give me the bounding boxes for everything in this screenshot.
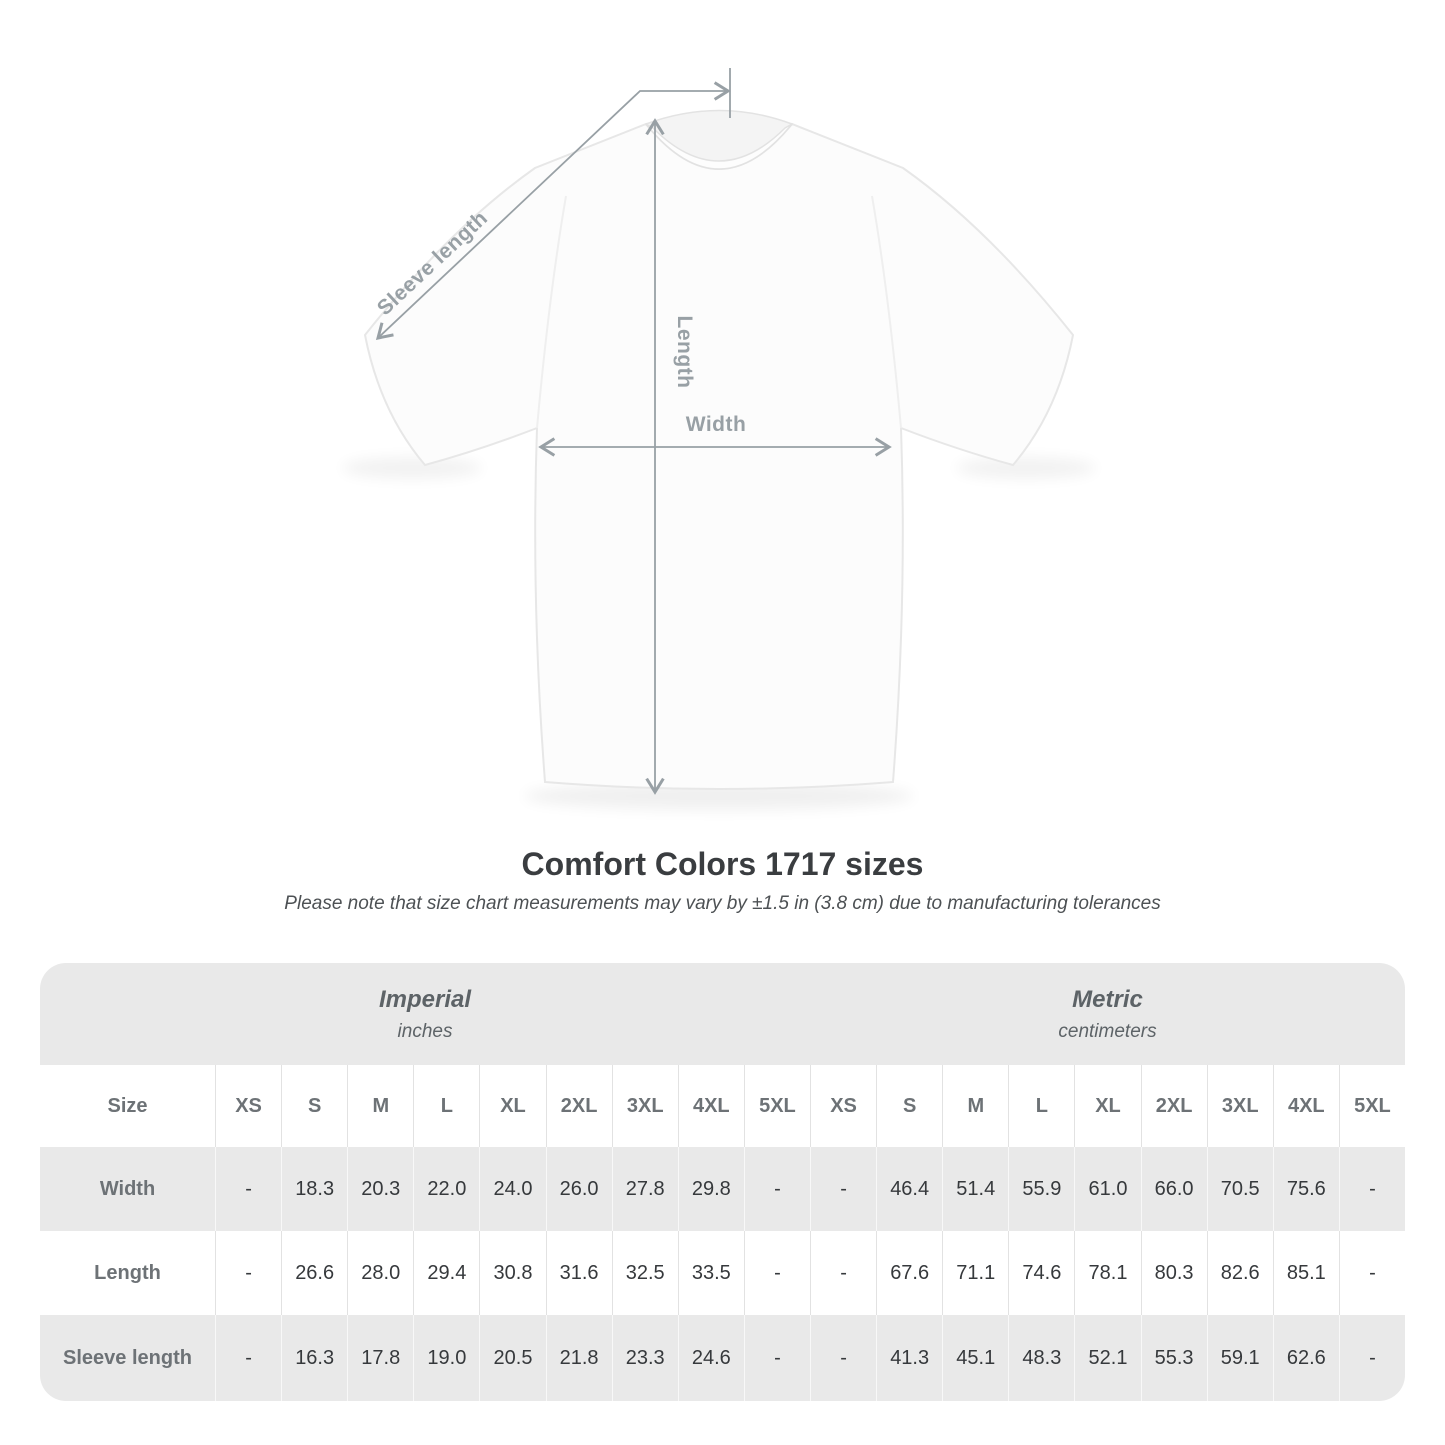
size-header-cell: XL — [479, 1065, 546, 1147]
sleeve-length-arrow — [375, 81, 731, 340]
unit-group-imperial: Imperial inches — [40, 963, 810, 1065]
row-label: Sleeve length — [40, 1315, 215, 1401]
value-cell: 28.0 — [347, 1231, 414, 1315]
value-cell: 23.3 — [611, 1315, 678, 1401]
value-cell: 46.4 — [876, 1147, 943, 1231]
unit-group-unit: centimeters — [1058, 1020, 1157, 1042]
shirt-shadow — [342, 457, 1096, 810]
size-header-cell: 4XL — [1272, 1065, 1339, 1147]
size-header-cell: 2XL — [1140, 1065, 1207, 1147]
value-cell: 17.8 — [347, 1315, 414, 1401]
size-header-cell: 3XL — [1206, 1065, 1273, 1147]
size-header-cell: M — [347, 1065, 414, 1147]
row-label: Width — [40, 1147, 215, 1231]
value-cell: - — [1338, 1231, 1405, 1315]
value-cell: 85.1 — [1272, 1231, 1339, 1315]
value-cell: 62.6 — [1272, 1315, 1339, 1401]
row-label: Length — [40, 1231, 215, 1315]
value-cell: 45.1 — [942, 1315, 1009, 1401]
value-cell: - — [810, 1315, 877, 1401]
value-cell: 29.8 — [677, 1147, 744, 1231]
unit-group-unit: inches — [397, 1020, 453, 1042]
unit-group-metric: Metric centimeters — [810, 963, 1405, 1065]
value-cell: 55.3 — [1140, 1315, 1207, 1401]
measurement-lines — [375, 68, 892, 795]
size-header-cell: L — [413, 1065, 480, 1147]
value-cell: 66.0 — [1140, 1147, 1207, 1231]
value-cell: 74.6 — [1008, 1231, 1075, 1315]
value-cell: 33.5 — [677, 1231, 744, 1315]
value-cell: 24.0 — [479, 1147, 546, 1231]
size-header-cell: 5XL — [743, 1065, 810, 1147]
value-cell: 30.8 — [479, 1231, 546, 1315]
value-cell: 26.6 — [281, 1231, 348, 1315]
value-cell: - — [215, 1147, 282, 1231]
size-header-cell: 2XL — [545, 1065, 612, 1147]
value-cell: 20.5 — [479, 1315, 546, 1401]
page-subtitle: Please note that size chart measurements… — [284, 893, 1161, 914]
value-cell: 21.8 — [545, 1315, 612, 1401]
value-cell: - — [1338, 1147, 1405, 1231]
value-cell: 41.3 — [876, 1315, 943, 1401]
value-cell: 20.3 — [347, 1147, 414, 1231]
size-header-cell: M — [942, 1065, 1009, 1147]
size-column-header: Size — [40, 1065, 215, 1147]
value-cell: - — [1338, 1315, 1405, 1401]
value-cell: 24.6 — [677, 1315, 744, 1401]
value-cell: 48.3 — [1008, 1315, 1075, 1401]
value-cell: 75.6 — [1272, 1147, 1339, 1231]
value-cell: 19.0 — [413, 1315, 480, 1401]
value-cell: 31.6 — [545, 1231, 612, 1315]
value-cell: 80.3 — [1140, 1231, 1207, 1315]
size-header-cell: XL — [1074, 1065, 1141, 1147]
value-cell: - — [215, 1315, 282, 1401]
value-cell: - — [743, 1231, 810, 1315]
value-cell: 16.3 — [281, 1315, 348, 1401]
width-label: Width — [686, 413, 747, 436]
value-cell: 51.4 — [942, 1147, 1009, 1231]
value-cell: 22.0 — [413, 1147, 480, 1231]
value-cell: 32.5 — [611, 1231, 678, 1315]
size-header-cell: XS — [810, 1065, 877, 1147]
value-cell: 29.4 — [413, 1231, 480, 1315]
value-cell: - — [743, 1147, 810, 1231]
value-cell: 18.3 — [281, 1147, 348, 1231]
value-cell: - — [810, 1147, 877, 1231]
value-cell: - — [810, 1231, 877, 1315]
value-cell: 67.6 — [876, 1231, 943, 1315]
value-cell: 27.8 — [611, 1147, 678, 1231]
unit-group-label: Metric — [1072, 985, 1143, 1013]
size-header-cell: 5XL — [1338, 1065, 1405, 1147]
value-cell: 52.1 — [1074, 1315, 1141, 1401]
value-cell: 82.6 — [1206, 1231, 1273, 1315]
value-cell: 71.1 — [942, 1231, 1009, 1315]
value-cell: 61.0 — [1074, 1147, 1141, 1231]
unit-group-label: Imperial — [378, 985, 472, 1013]
tshirt-diagram: Sleeve length Length Width — [342, 68, 1096, 810]
size-table: Imperial inches Metric centimeters Size XS S M L… — [40, 963, 1405, 1401]
value-cell: - — [743, 1315, 810, 1401]
value-cell: 70.5 — [1206, 1147, 1273, 1231]
size-header-cell: S — [281, 1065, 348, 1147]
size-header-cell: 3XL — [611, 1065, 678, 1147]
size-header-cell: XS — [215, 1065, 282, 1147]
tshirt-graphic: Sleeve length Length Width — [342, 68, 1096, 810]
page-title: Comfort Colors 1717 sizes — [521, 846, 924, 882]
value-cell: 55.9 — [1008, 1147, 1075, 1231]
size-header-cell: S — [876, 1065, 943, 1147]
length-label: Length — [673, 316, 696, 389]
size-header-cell: L — [1008, 1065, 1075, 1147]
value-cell: - — [215, 1231, 282, 1315]
value-cell: 78.1 — [1074, 1231, 1141, 1315]
value-cell: 26.0 — [545, 1147, 612, 1231]
size-header-cell: 4XL — [677, 1065, 744, 1147]
value-cell: 59.1 — [1206, 1315, 1273, 1401]
